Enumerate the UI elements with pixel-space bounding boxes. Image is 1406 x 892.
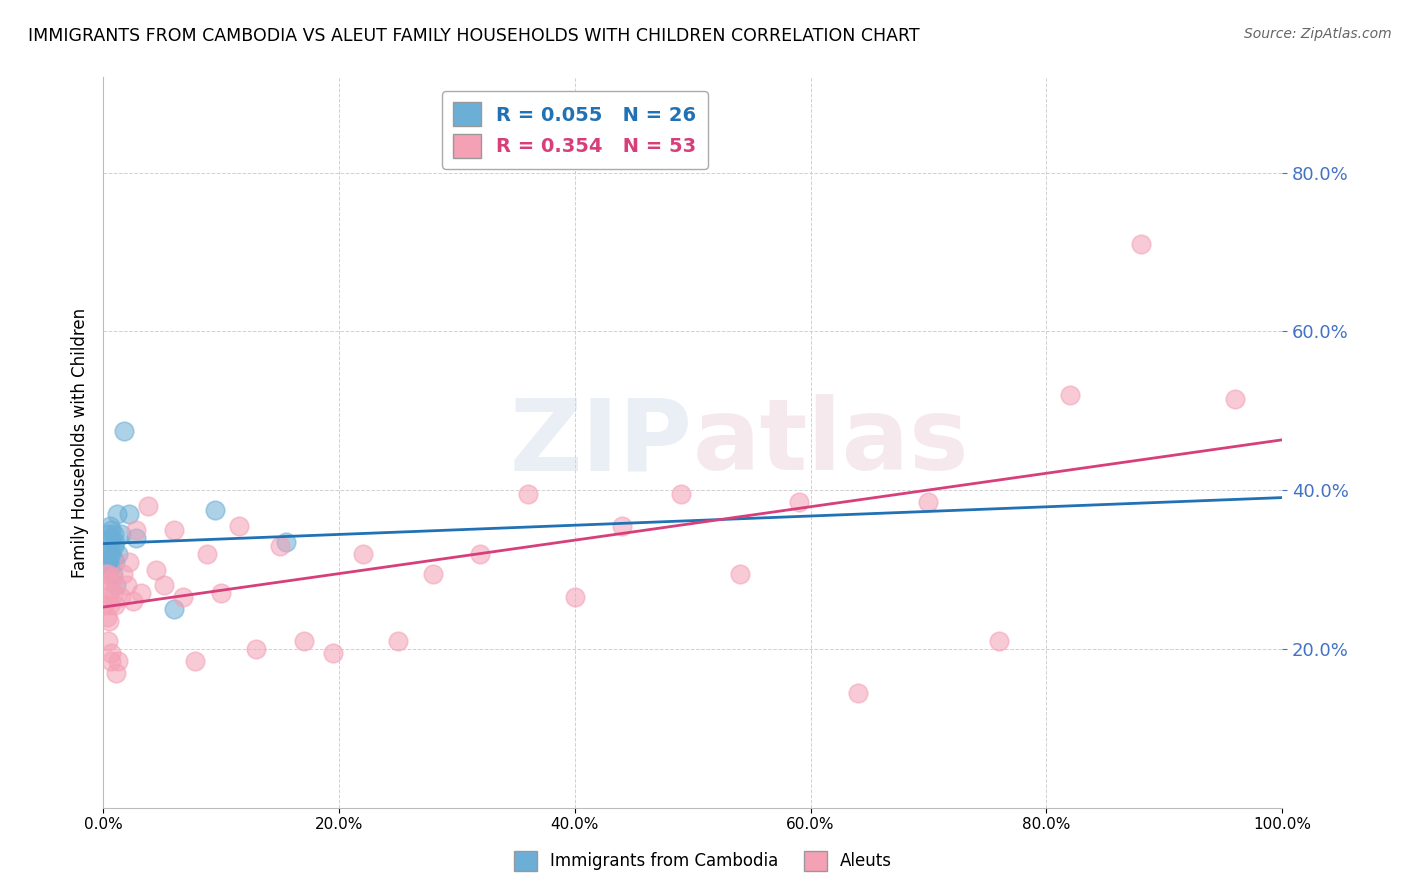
Point: [96, 610, 118, 624]
Point: [101, 566, 124, 581]
Y-axis label: Family Households with Children: Family Households with Children: [72, 308, 89, 578]
Point: [153, 578, 176, 592]
Point: [97, 526, 120, 541]
Point: [728, 566, 751, 581]
Point: [107, 654, 129, 668]
Point: [1223, 392, 1246, 406]
Point: [209, 586, 232, 600]
Point: [988, 634, 1011, 648]
Point: [105, 507, 128, 521]
Point: [105, 665, 128, 680]
Point: [129, 586, 152, 600]
Point: [100, 654, 122, 668]
Point: [98, 599, 121, 613]
Point: [98, 542, 121, 557]
Point: [274, 534, 297, 549]
Point: [470, 547, 492, 561]
Point: [98, 574, 121, 589]
Point: [145, 563, 167, 577]
Text: Source: ZipAtlas.com: Source: ZipAtlas.com: [1244, 27, 1392, 41]
Point: [125, 523, 148, 537]
Point: [103, 539, 125, 553]
Point: [97, 566, 120, 581]
Point: [195, 547, 218, 561]
Point: [136, 499, 159, 513]
Text: atlas: atlas: [693, 394, 969, 491]
Legend: Immigrants from Cambodia, Aleuts: Immigrants from Cambodia, Aleuts: [505, 842, 901, 880]
Point: [228, 519, 250, 533]
Point: [1059, 388, 1081, 402]
Point: [115, 578, 138, 592]
Point: [98, 586, 121, 600]
Point: [352, 547, 374, 561]
Point: [103, 586, 125, 600]
Point: [245, 642, 267, 657]
Point: [125, 531, 148, 545]
Point: [104, 555, 127, 569]
Legend: R = 0.055   N = 26, R = 0.354   N = 53: R = 0.055 N = 26, R = 0.354 N = 53: [441, 91, 707, 169]
Point: [112, 424, 135, 438]
Point: [97, 634, 120, 648]
Point: [98, 550, 121, 565]
Point: [101, 550, 124, 565]
Point: [163, 523, 186, 537]
Point: [846, 685, 869, 699]
Point: [97, 539, 120, 553]
Point: [564, 591, 586, 605]
Point: [118, 507, 141, 521]
Point: [98, 519, 121, 533]
Point: [107, 547, 129, 561]
Point: [917, 495, 939, 509]
Point: [100, 523, 122, 537]
Point: [96, 555, 118, 569]
Point: [121, 594, 143, 608]
Point: [163, 602, 186, 616]
Point: [184, 654, 207, 668]
Point: [516, 487, 538, 501]
Point: [104, 534, 127, 549]
Point: [204, 503, 226, 517]
Point: [669, 487, 692, 501]
Point: [93, 599, 115, 613]
Point: [610, 519, 633, 533]
Point: [387, 634, 409, 648]
Point: [322, 646, 344, 660]
Text: ZIP: ZIP: [510, 394, 693, 491]
Point: [96, 591, 118, 605]
Point: [112, 566, 135, 581]
Point: [100, 646, 122, 660]
Point: [98, 614, 121, 628]
Point: [110, 591, 132, 605]
Point: [292, 634, 315, 648]
Point: [110, 526, 132, 541]
Text: IMMIGRANTS FROM CAMBODIA VS ALEUT FAMILY HOUSEHOLDS WITH CHILDREN CORRELATION CH: IMMIGRANTS FROM CAMBODIA VS ALEUT FAMILY…: [28, 27, 920, 45]
Point: [103, 526, 125, 541]
Point: [94, 566, 117, 581]
Point: [1129, 237, 1152, 252]
Point: [422, 566, 444, 581]
Point: [105, 578, 128, 592]
Point: [100, 531, 122, 545]
Point: [101, 570, 124, 584]
Point: [98, 563, 121, 577]
Point: [94, 547, 117, 561]
Point: [104, 599, 127, 613]
Point: [172, 591, 194, 605]
Point: [787, 495, 810, 509]
Point: [269, 539, 291, 553]
Point: [118, 555, 141, 569]
